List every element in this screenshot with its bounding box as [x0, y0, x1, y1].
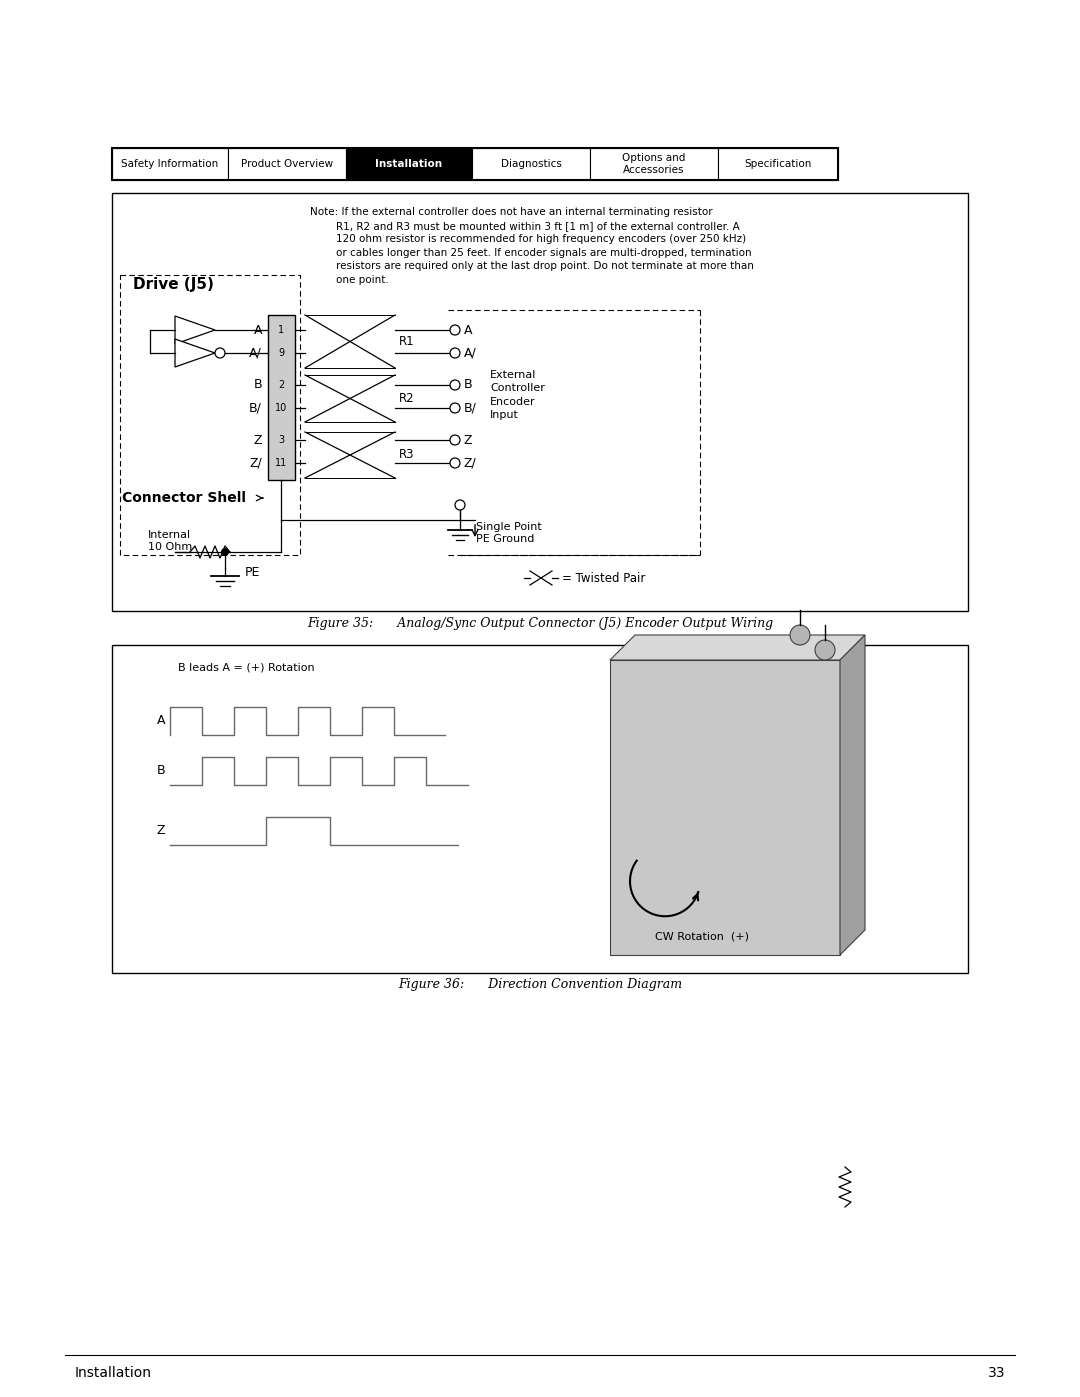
- Text: A: A: [157, 714, 165, 728]
- Bar: [610, 659, 840, 956]
- Bar: [228, 148, 346, 180]
- Text: A/: A/: [464, 346, 476, 359]
- Text: Figure 36:      Direction Convention Diagram: Figure 36: Direction Convention Diagram: [397, 978, 683, 990]
- Bar: [718, 148, 838, 180]
- Text: B/: B/: [249, 401, 262, 415]
- Polygon shape: [840, 636, 865, 956]
- Text: 1: 1: [278, 326, 284, 335]
- Bar: [112, 148, 228, 180]
- Text: B: B: [254, 379, 262, 391]
- Text: 10: 10: [275, 402, 287, 414]
- Polygon shape: [175, 339, 215, 367]
- Bar: [472, 148, 590, 180]
- Text: Z/: Z/: [249, 457, 262, 469]
- Circle shape: [789, 624, 810, 645]
- Circle shape: [221, 548, 229, 556]
- Circle shape: [450, 326, 460, 335]
- Circle shape: [215, 348, 225, 358]
- Text: Specification: Specification: [744, 159, 812, 169]
- Text: Internal
10 Ohm: Internal 10 Ohm: [148, 529, 192, 552]
- Text: Drive (J5): Drive (J5): [133, 278, 214, 292]
- Text: 33: 33: [987, 1366, 1005, 1380]
- Text: 2: 2: [278, 380, 284, 390]
- Text: External
Controller
Encoder
Input: External Controller Encoder Input: [490, 370, 545, 420]
- Circle shape: [815, 640, 835, 659]
- Bar: [268, 314, 295, 481]
- Text: A: A: [254, 324, 262, 337]
- Text: B/: B/: [464, 401, 477, 415]
- Text: R3: R3: [399, 448, 415, 461]
- Bar: [112, 645, 968, 972]
- Text: A/: A/: [249, 346, 262, 359]
- Text: Installation: Installation: [376, 159, 443, 169]
- Text: B: B: [157, 764, 165, 778]
- Text: = Twisted Pair: = Twisted Pair: [562, 571, 646, 584]
- Text: Z/: Z/: [464, 457, 476, 469]
- Text: Safety Information: Safety Information: [121, 159, 218, 169]
- Text: A: A: [464, 324, 473, 337]
- Text: Options and
Accessories: Options and Accessories: [622, 154, 686, 175]
- Bar: [590, 148, 718, 180]
- Text: 3: 3: [278, 434, 284, 446]
- Text: Single Point
PE Ground: Single Point PE Ground: [476, 522, 542, 545]
- Text: Connector Shell: Connector Shell: [122, 490, 246, 504]
- Circle shape: [450, 348, 460, 358]
- Text: Z: Z: [464, 433, 473, 447]
- Circle shape: [450, 380, 460, 390]
- Bar: [112, 193, 968, 610]
- Text: Product Overview: Product Overview: [241, 159, 333, 169]
- Text: PE: PE: [245, 567, 260, 580]
- Polygon shape: [175, 316, 215, 344]
- Polygon shape: [610, 636, 865, 659]
- Text: Z: Z: [157, 824, 165, 837]
- Text: Figure 35:      Analog/Sync Output Connector (J5) Encoder Output Wiring: Figure 35: Analog/Sync Output Connector …: [307, 617, 773, 630]
- Bar: [346, 148, 472, 180]
- Circle shape: [455, 500, 465, 510]
- Text: B: B: [464, 379, 473, 391]
- Text: Installation: Installation: [75, 1366, 152, 1380]
- Text: Diagnostics: Diagnostics: [500, 159, 562, 169]
- Circle shape: [450, 458, 460, 468]
- Text: 9: 9: [278, 348, 284, 358]
- Bar: [112, 148, 838, 180]
- Text: CW Rotation  (+): CW Rotation (+): [654, 932, 750, 942]
- Circle shape: [450, 402, 460, 414]
- Text: R1: R1: [399, 335, 415, 348]
- Text: Note: If the external controller does not have an internal terminating resistor
: Note: If the external controller does no…: [310, 207, 754, 285]
- Text: R2: R2: [399, 393, 415, 405]
- Text: B leads A = (+) Rotation: B leads A = (+) Rotation: [178, 664, 314, 673]
- Text: Z: Z: [254, 433, 262, 447]
- Text: 11: 11: [275, 458, 287, 468]
- Circle shape: [450, 434, 460, 446]
